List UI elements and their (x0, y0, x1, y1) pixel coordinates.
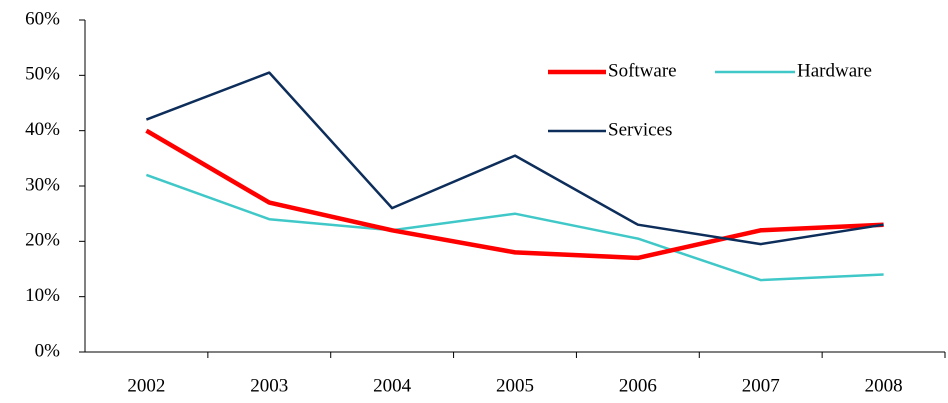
x-tick-label: 2005 (496, 375, 534, 396)
series-line (145, 173, 884, 282)
y-tick-label: 60% (25, 8, 60, 29)
y-tick-label: 30% (25, 174, 60, 195)
y-tick-label: 50% (25, 64, 60, 85)
y-tick-label: 20% (25, 230, 60, 251)
x-tick-label: 2003 (250, 375, 288, 396)
x-tick-label: 2007 (742, 375, 780, 396)
legend-label: Hardware (797, 60, 872, 81)
x-tick-label: 2008 (865, 375, 903, 396)
legend-label: Software (608, 60, 677, 81)
x-tick-label: 2004 (373, 375, 412, 396)
x-tick-label: 2006 (619, 375, 657, 396)
y-tick-label: 10% (25, 285, 60, 306)
series-line (145, 71, 884, 246)
legend-label: Services (608, 119, 672, 140)
series-line (145, 128, 884, 261)
y-tick-label: 0% (35, 340, 61, 361)
x-tick-label: 2002 (127, 375, 165, 396)
y-tick-label: 40% (25, 119, 60, 140)
